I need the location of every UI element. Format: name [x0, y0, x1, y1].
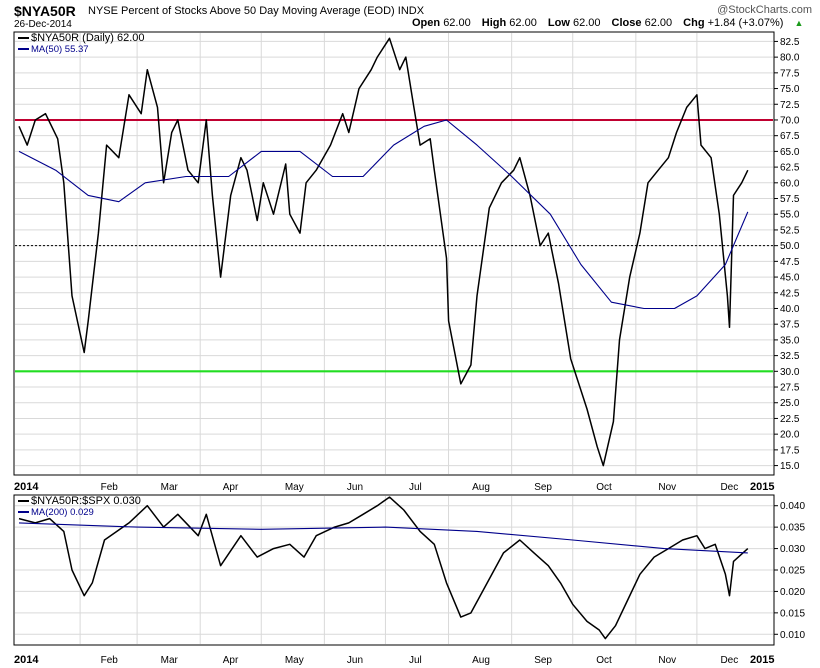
chart-symbol: $NYA50R [14, 3, 76, 19]
upper-y-tick-label-8: 35.0 [780, 335, 800, 346]
upper-y-tick-label-26: 80.0 [780, 53, 800, 64]
upper-legend-label-price: $NYA50R (Daily) 62.00 [31, 32, 145, 44]
lower-y-tick-label-5: 0.035 [780, 523, 805, 534]
upper-x-tick-label-may: May [285, 482, 304, 493]
upper-y-tick-label-9: 37.5 [780, 320, 800, 331]
upper-x-tick-label-sep: Sep [534, 482, 552, 493]
high-value: 62.00 [509, 17, 537, 29]
upper-y-tick-label-24: 75.0 [780, 84, 800, 95]
up-triangle-icon: ▲ [794, 18, 804, 28]
lower-x-tick-label-jul: Jul [409, 655, 422, 666]
upper-y-tick-label-10: 40.0 [780, 304, 800, 315]
upper-y-tick-label-17: 57.5 [780, 194, 800, 205]
brand-watermark[interactable]: @StockCharts.com [717, 4, 812, 16]
chart-date: 26-Dec-2014 [14, 19, 72, 30]
upper-y-tick-label-16: 55.0 [780, 210, 800, 221]
upper-x-tick-label-jun: Jun [347, 482, 363, 493]
lower-x-tick-label-nov: Nov [658, 655, 676, 666]
upper-series-nya50r [18, 37, 749, 467]
chg-value: +1.84 (+3.07%) [707, 17, 784, 29]
upper-y-tick-label-15: 52.5 [780, 225, 800, 236]
chart-description: NYSE Percent of Stocks Above 50 Day Movi… [88, 5, 425, 17]
upper-y-tick-label-6: 30.0 [780, 367, 800, 378]
lower-x-tick-label-mar: Mar [161, 655, 179, 666]
lower-y-tick-label-3: 0.025 [780, 566, 805, 577]
lower-legend-label-ma200: MA(200) 0.029 [31, 507, 94, 518]
upper-y-tick-label-23: 72.5 [780, 100, 800, 111]
lower-x-tick-label-2015: 2015 [750, 654, 774, 666]
low-label: Low [547, 17, 570, 29]
upper-y-tick-label-5: 27.5 [780, 383, 800, 394]
chg-label: Chg [683, 17, 705, 29]
upper-y-tick-label-0: 15.0 [780, 461, 800, 472]
lower-legend-label-ratio: $NYA50R:$SPX 0.030 [31, 495, 141, 507]
upper-x-tick-label-mar: Mar [161, 482, 179, 493]
upper-x-tick-label-feb: Feb [101, 482, 119, 493]
lower-x-tick-label-jun: Jun [347, 655, 363, 666]
low-value: 62.00 [572, 17, 601, 29]
upper-y-tick-label-27: 82.5 [780, 37, 800, 48]
upper-x-tick-label-dec: Dec [720, 482, 738, 493]
ohlc-readout: Open 62.00 High 62.00 Low 62.00 Close 62… [412, 17, 803, 29]
lower-x-tick-label-aug: Aug [472, 655, 490, 666]
upper-y-tick-label-4: 25.0 [780, 398, 800, 409]
upper-y-tick-label-19: 62.5 [780, 163, 800, 174]
lower-series-nya50r-spx [18, 496, 749, 640]
upper-x-tick-label-2015: 2015 [750, 481, 774, 493]
upper-y-tick-label-3: 22.5 [780, 414, 800, 425]
upper-y-tick-label-11: 42.5 [780, 288, 800, 299]
close-value: 62.00 [644, 17, 673, 29]
upper-y-tick-label-7: 32.5 [780, 351, 800, 362]
upper-y-tick-label-1: 17.5 [780, 445, 800, 456]
upper-x-tick-label-oct: Oct [596, 482, 612, 493]
upper-x-tick-label-aug: Aug [472, 482, 490, 493]
lower-y-tick-label-4: 0.030 [780, 544, 805, 555]
upper-y-tick-label-13: 47.5 [780, 257, 800, 268]
upper-x-tick-label-nov: Nov [658, 482, 676, 493]
lower-series-ma-200 [18, 522, 748, 554]
upper-x-tick-label-apr: Apr [223, 482, 239, 493]
lower-x-tick-label-feb: Feb [101, 655, 119, 666]
lower-x-tick-label-dec: Dec [720, 655, 738, 666]
upper-x-tick-label-2014: 2014 [14, 481, 39, 493]
lower-x-tick-label-may: May [285, 655, 304, 666]
upper-legend-label-ma50: MA(50) 55.37 [31, 44, 89, 55]
upper-y-tick-label-22: 70.0 [780, 115, 800, 126]
upper-panel-frame [13, 31, 775, 476]
upper-y-tick-label-20: 65.0 [780, 147, 800, 158]
upper-y-tick-label-18: 60.0 [780, 178, 800, 189]
lower-y-tick-label-6: 0.040 [780, 501, 805, 512]
upper-x-tick-label-jul: Jul [409, 482, 422, 493]
lower-x-tick-label-apr: Apr [223, 655, 239, 666]
upper-y-tick-label-12: 45.0 [780, 273, 800, 284]
upper-y-tick-label-14: 50.0 [780, 241, 800, 252]
lower-x-tick-label-sep: Sep [534, 655, 552, 666]
lower-x-tick-label-oct: Oct [596, 655, 612, 666]
upper-y-tick-label-2: 20.0 [780, 430, 800, 441]
high-label: High [481, 17, 507, 29]
lower-x-tick-label-2014: 2014 [14, 654, 39, 666]
lower-y-tick-label-0: 0.010 [780, 630, 805, 641]
close-label: Close [611, 17, 642, 29]
lower-y-tick-label-1: 0.015 [780, 608, 805, 619]
open-label: Open [412, 17, 441, 29]
open-value: 62.00 [443, 17, 471, 29]
upper-y-tick-label-21: 67.5 [780, 131, 800, 142]
upper-series-ma-50 [18, 119, 749, 310]
lower-y-tick-label-2: 0.020 [780, 587, 805, 598]
upper-y-tick-label-25: 77.5 [780, 68, 800, 79]
